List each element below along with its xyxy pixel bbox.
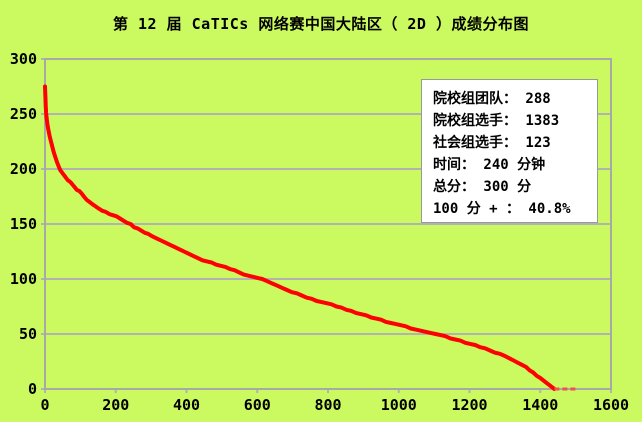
legend-line-duration: 时间： 240 分钟: [433, 157, 546, 173]
score-curve: [43, 84, 557, 391]
x-tick-label: 1000: [381, 396, 417, 414]
legend-line-college-players: 院校组选手： 1383: [433, 113, 560, 129]
x-tick-label: 1400: [522, 396, 558, 414]
legend-line-society-players: 社会组选手： 123: [433, 135, 551, 151]
y-tick-label: 50: [19, 325, 37, 343]
plot-border: [44, 58, 612, 390]
legend-line-total-score: 总分： 300 分: [433, 179, 532, 195]
y-tick-label: 150: [10, 215, 37, 233]
x-tick-label: 0: [40, 396, 49, 414]
legend-line-over-100-pct: 100 分 + ： 40.8%: [433, 201, 571, 217]
y-tick-label: 0: [28, 380, 37, 398]
x-tick-label: 1200: [451, 396, 487, 414]
legend-box: 院校组团队： 288 院校组选手： 1383 社会组选手： 123 时间： 24…: [421, 79, 598, 223]
y-tick-label: 200: [10, 160, 37, 178]
y-tick-label: 100: [10, 270, 37, 288]
y-tick-label: 300: [10, 50, 37, 68]
x-tick-label: 800: [314, 396, 341, 414]
x-tick-label: 1600: [593, 396, 629, 414]
x-tick-label: 600: [244, 396, 271, 414]
x-tick-label: 200: [102, 396, 129, 414]
x-tick-label: 400: [173, 396, 200, 414]
chart-title: 第 12 届 CaTICs 网络赛中国大陆区（ 2D ）成绩分布图: [113, 15, 529, 33]
legend-line-college-teams: 院校组团队： 288: [433, 91, 551, 107]
y-tick-label: 250: [10, 105, 37, 123]
